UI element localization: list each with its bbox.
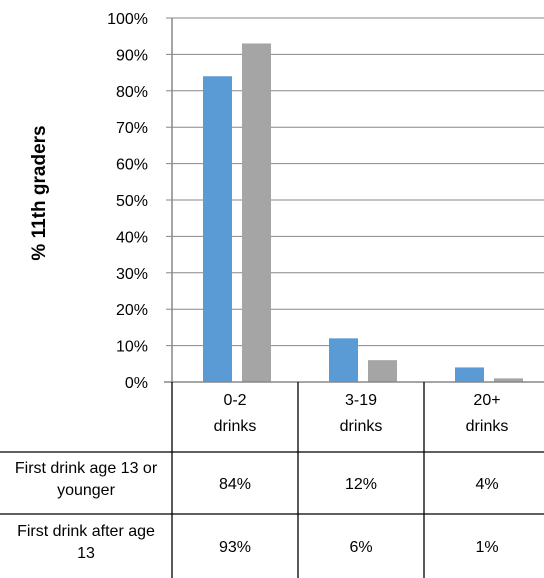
bar: [242, 43, 271, 382]
y-tick-label: 10%: [116, 339, 148, 356]
x-category-label: drinks: [340, 418, 383, 435]
bar: [494, 378, 523, 382]
table-value-cell: 84%: [219, 476, 251, 493]
series-name-label: First drink age 13 or: [15, 460, 158, 477]
y-tick-label: 40%: [116, 229, 148, 246]
table-value-cell: 6%: [349, 539, 372, 556]
y-tick-label: 50%: [116, 193, 148, 210]
y-tick-label: 90%: [116, 47, 148, 64]
y-tick-label: 30%: [116, 266, 148, 283]
x-category-label: 0-2: [223, 392, 246, 409]
x-category-label: drinks: [466, 418, 509, 435]
y-tick-label: 80%: [116, 84, 148, 101]
bar: [203, 76, 232, 383]
table-value-cell: 1%: [475, 539, 498, 556]
bar: [368, 360, 397, 382]
table-value-cell: 12%: [345, 476, 377, 493]
series-name-label: younger: [57, 482, 115, 499]
x-category-label: 20+: [473, 392, 500, 409]
table-value-cell: 4%: [475, 476, 498, 493]
y-tick-label: 0%: [125, 375, 148, 392]
y-tick-label: 20%: [116, 302, 148, 319]
series-name-label: First drink after age: [17, 523, 155, 540]
y-axis-label: % 11th graders: [29, 125, 50, 260]
x-category-label: 3-19: [345, 392, 377, 409]
y-tick-label: 70%: [116, 120, 148, 137]
y-tick-label: 100%: [107, 11, 148, 28]
x-category-label: drinks: [214, 418, 257, 435]
table-value-cell: 93%: [219, 539, 251, 556]
bar: [455, 367, 484, 382]
bar: [329, 338, 358, 382]
series-name-label: 13: [77, 545, 95, 562]
y-tick-label: 60%: [116, 157, 148, 174]
